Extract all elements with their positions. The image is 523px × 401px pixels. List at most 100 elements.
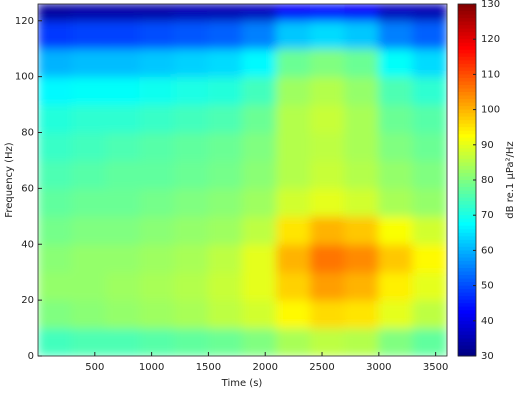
heat-cell (207, 48, 243, 78)
heat-cell (105, 159, 141, 189)
heat-cell (71, 243, 107, 273)
heat-cell (139, 215, 175, 245)
heat-cell (207, 215, 243, 245)
heat-cell (38, 76, 73, 106)
heat-cell (412, 4, 447, 22)
x-tick-label: 1500 (196, 362, 221, 373)
heat-cell (412, 187, 447, 217)
colorbar-swatch (458, 109, 476, 114)
heat-cell (276, 187, 312, 217)
colorbar-tick-label: 60 (481, 245, 494, 256)
heat-cell (310, 327, 346, 356)
heat-cell (207, 20, 243, 50)
colorbar-swatch (458, 95, 476, 100)
heat-cell (378, 104, 414, 134)
heat-cell (412, 215, 447, 245)
colorbar-swatch (458, 197, 476, 202)
heat-cell (71, 20, 107, 50)
heat-cell (139, 76, 175, 106)
heat-cell (344, 132, 380, 161)
x-tick-label: 1000 (139, 362, 164, 373)
heat-cell (276, 104, 312, 134)
colorbar-swatch (458, 208, 476, 213)
heat-cell (344, 159, 380, 189)
heat-cell (207, 4, 243, 22)
colorbar-swatch (458, 102, 476, 107)
heat-cell (412, 76, 447, 106)
x-axis-label: Time (s) (221, 378, 263, 389)
colorbar-swatch (458, 296, 476, 301)
colorbar-tick-label: 100 (481, 105, 500, 116)
heat-cell (344, 187, 380, 217)
colorbar-swatch (458, 88, 476, 93)
heat-cell (310, 48, 346, 78)
heat-cell (378, 299, 414, 329)
heat-cell (412, 299, 447, 329)
colorbar-swatch (458, 172, 476, 177)
heat-cell (310, 76, 346, 106)
heat-cell (378, 4, 414, 22)
heat-cell (310, 215, 346, 245)
colorbar-swatch (458, 236, 476, 241)
heat-cell (105, 20, 141, 50)
colorbar-swatch (458, 278, 476, 283)
heat-cell (139, 20, 175, 50)
colorbar-swatch (458, 215, 476, 220)
heat-cell (310, 159, 346, 189)
colorbar: 30 40 50 60 70 80 90 100 110 120 130 (457, 0, 500, 362)
colorbar-swatch (458, 341, 476, 346)
heat-cell (139, 104, 175, 134)
colorbar-swatch (458, 180, 476, 185)
heat-cell (173, 20, 209, 50)
colorbar-swatch (458, 225, 476, 230)
colorbar-swatch (458, 21, 476, 26)
heat-cell (276, 299, 312, 329)
colorbar-swatch (458, 190, 476, 195)
colorbar-swatch (458, 204, 476, 209)
colorbar-swatch (458, 35, 476, 40)
colorbar-swatch (458, 331, 476, 336)
heat-cell (38, 215, 73, 245)
heat-cell (38, 159, 73, 189)
heat-cell (378, 76, 414, 106)
heat-cell (139, 48, 175, 78)
heat-cell (344, 271, 380, 301)
heat-cell (207, 327, 243, 356)
colorbar-swatch (458, 275, 476, 280)
y-tick-label: 40 (21, 239, 34, 250)
heat-cell (276, 76, 312, 106)
heat-cell (242, 243, 278, 273)
heat-cell (412, 159, 447, 189)
heatmap (38, 4, 447, 356)
colorbar-swatch (458, 345, 476, 350)
heat-cell (105, 132, 141, 161)
colorbar-swatch (458, 268, 476, 273)
heat-cell (344, 299, 380, 329)
axes: 500 1000 1500 2000 2500 3000 3500 0 20 40 60 80 100 1… (15, 3, 448, 373)
colorbar-swatch (458, 11, 476, 16)
colorbar-swatch (458, 334, 476, 339)
colorbar-swatch (458, 46, 476, 51)
heat-cell (344, 48, 380, 78)
colorbar-swatch (458, 250, 476, 255)
heat-cell (276, 132, 312, 161)
colorbar-swatch (458, 60, 476, 65)
heat-cell (173, 132, 209, 161)
colorbar-swatch (458, 151, 476, 156)
heat-cell (378, 20, 414, 50)
colorbar-tick-label: 70 (481, 210, 494, 221)
colorbar-swatch (458, 18, 476, 23)
colorbar-tick-label: 130 (481, 0, 500, 10)
heat-cell (242, 159, 278, 189)
colorbar-swatch (458, 246, 476, 251)
heat-cell (38, 271, 73, 301)
heat-cell (105, 271, 141, 301)
heat-cell (173, 187, 209, 217)
heat-cell (412, 132, 447, 161)
heat-cell (207, 271, 243, 301)
heat-cell (71, 327, 107, 356)
heat-cell (207, 159, 243, 189)
colorbar-swatch (458, 348, 476, 353)
colorbar-swatch (458, 39, 476, 44)
colorbar-swatch (458, 282, 476, 287)
